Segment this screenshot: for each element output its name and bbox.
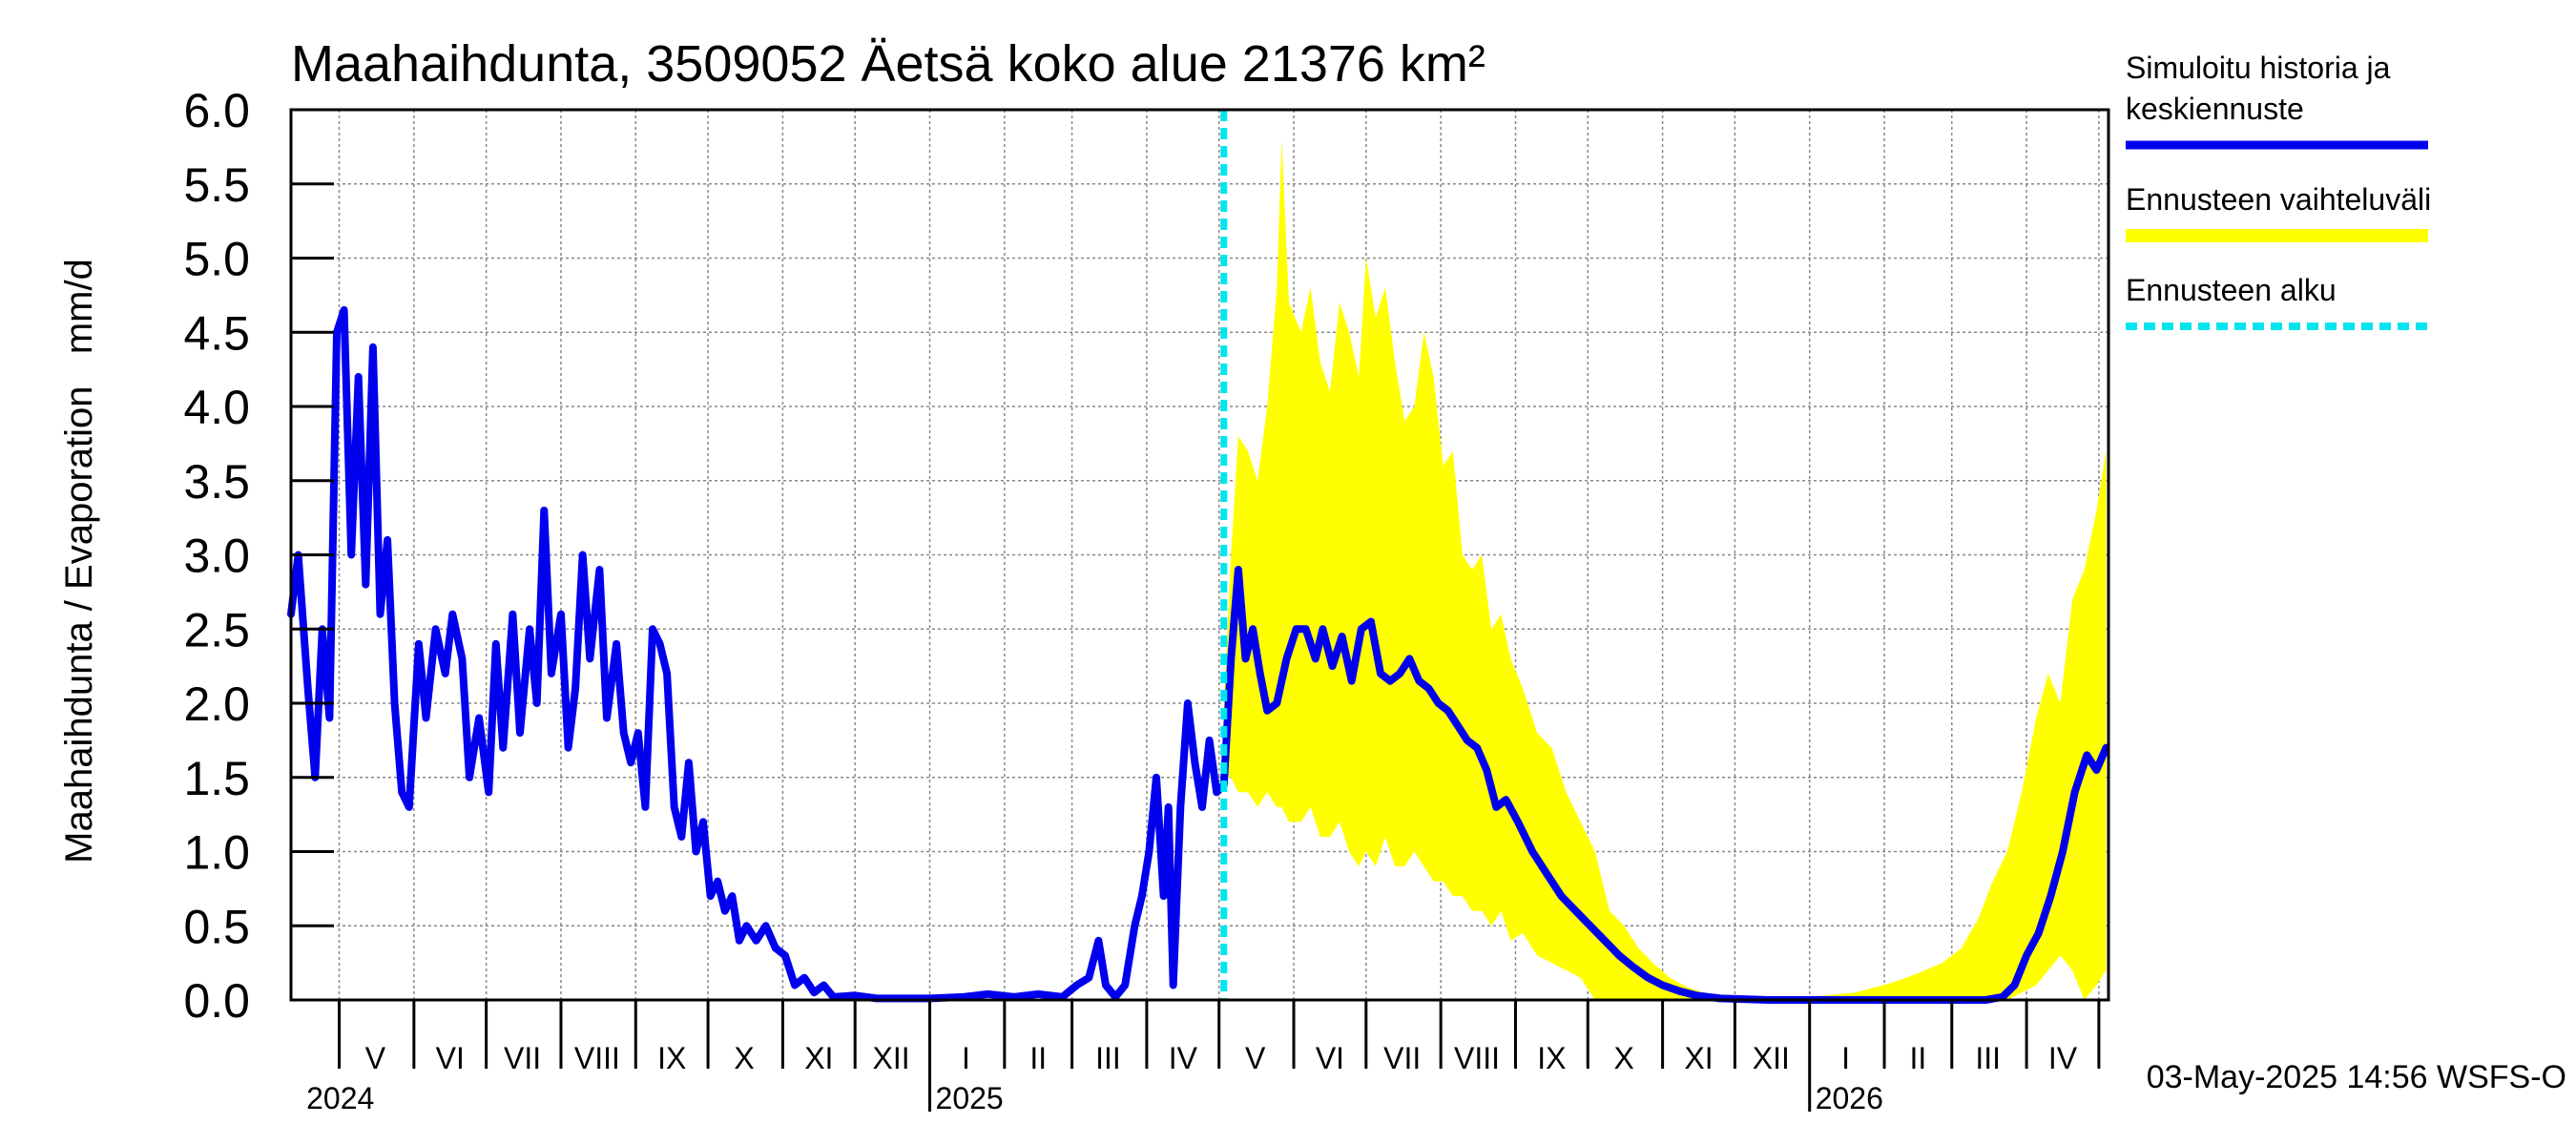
y-tick-label: 2.0 xyxy=(183,677,250,731)
y-tick-label: 5.5 xyxy=(183,158,250,212)
y-tick-label: 5.0 xyxy=(183,233,250,286)
month-label: IX xyxy=(1537,1041,1566,1075)
legend-label: keskiennuste xyxy=(2126,92,2304,126)
year-label: 2024 xyxy=(306,1081,374,1115)
month-label: XII xyxy=(1753,1041,1790,1075)
y-tick-label: 0.0 xyxy=(183,974,250,1028)
month-label: V xyxy=(1245,1041,1266,1075)
y-tick-label: 3.0 xyxy=(183,530,250,583)
month-label: X xyxy=(1613,1041,1633,1075)
y-tick-label: 2.5 xyxy=(183,603,250,656)
month-label: III xyxy=(1975,1041,2001,1075)
x-axis: V VI VII VIII IX X XI XII I II III IV V VI VII VIII IX X X… xyxy=(306,1000,2101,1115)
grid xyxy=(291,110,2109,1000)
legend-label: Ennusteen alku xyxy=(2126,273,2337,307)
month-label: IX xyxy=(657,1041,686,1075)
month-label: II xyxy=(1029,1041,1047,1075)
month-label: II xyxy=(1910,1041,1927,1075)
month-label: IV xyxy=(1169,1041,1198,1075)
month-label: III xyxy=(1095,1041,1121,1075)
y-tick-label: 1.5 xyxy=(183,752,250,805)
month-label: VII xyxy=(1383,1041,1421,1075)
month-label: VIII xyxy=(1454,1041,1500,1075)
plot-frame xyxy=(289,108,2110,1002)
y-axis-ticks: 0.0 0.5 1.0 1.5 2.0 2.5 3.0 3.5 4.0 4.5 5.0 5.5 6.0 xyxy=(183,84,334,1028)
month-label: X xyxy=(734,1041,754,1075)
month-label: I xyxy=(1841,1041,1850,1075)
chart-title: Maahaihdunta, 3509052 Äetsä koko alue 21… xyxy=(291,35,1485,93)
year-label: 2026 xyxy=(1816,1081,1883,1115)
y-tick-label: 1.0 xyxy=(183,826,250,880)
month-label: XI xyxy=(804,1041,833,1075)
series-line-layer xyxy=(287,305,2110,1004)
y-tick-label: 4.0 xyxy=(183,381,250,434)
month-label: XII xyxy=(873,1041,910,1075)
month-label: VIII xyxy=(574,1041,620,1075)
y-tick-label: 6.0 xyxy=(183,84,250,137)
month-label: VI xyxy=(1316,1041,1344,1075)
month-label: I xyxy=(962,1041,970,1075)
month-label: VI xyxy=(436,1041,465,1075)
month-label: IV xyxy=(2048,1041,2078,1075)
y-tick-label: 3.5 xyxy=(183,455,250,509)
simulated-evaporation-line xyxy=(287,305,2110,1004)
legend-label: Simuloitu historia ja xyxy=(2126,51,2391,85)
forecast-range-band xyxy=(1223,139,2107,1001)
legend: Simuloitu historia ja keskiennuste Ennuste… xyxy=(2126,51,2431,330)
month-label: V xyxy=(365,1041,386,1075)
month-label: XI xyxy=(1684,1041,1713,1075)
y-tick-label: 4.5 xyxy=(183,306,250,360)
y-tick-label: 0.5 xyxy=(183,900,250,953)
year-label: 2025 xyxy=(936,1081,1004,1115)
month-label: VII xyxy=(504,1041,541,1075)
y-axis-label: Maahaihdunta / Evaporation mm/d xyxy=(58,259,100,864)
legend-label: Ennusteen vaihteluväli xyxy=(2126,182,2431,217)
forecast-band-area xyxy=(1223,139,2107,1001)
timestamp-footer: 03-May-2025 14:56 WSFS-O xyxy=(2147,1059,2566,1095)
